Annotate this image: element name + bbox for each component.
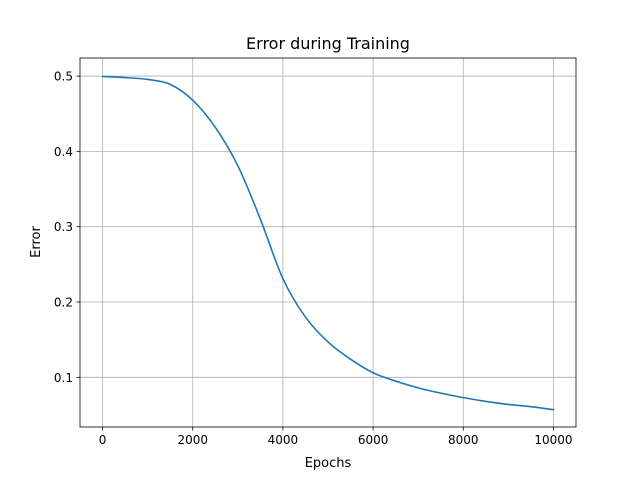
y-tick-label: 0.3 — [54, 220, 73, 234]
y-tick-label: 0.2 — [54, 295, 73, 309]
y-tick-label: 0.5 — [54, 70, 73, 84]
x-tick-label: 4000 — [268, 433, 299, 447]
series-layer — [101, 75, 555, 411]
x-tick-label: 2000 — [177, 433, 208, 447]
y-tick-label: 0.1 — [54, 371, 73, 385]
y-axis-ticks: 0.1 0.2 0.3 0.4 0.5 — [54, 70, 80, 385]
error-series-line — [101, 75, 555, 411]
x-axis-label: Epochs — [305, 456, 352, 471]
y-axis-label: Error — [29, 226, 44, 258]
x-tick-label: 0 — [99, 433, 107, 447]
axes-frame — [79, 57, 577, 428]
chart-title: Error during Training — [246, 34, 410, 53]
grid-lines — [80, 58, 576, 427]
x-tick-label: 6000 — [358, 433, 389, 447]
y-tick-label: 0.4 — [54, 145, 73, 159]
x-axis-ticks: 0 2000 4000 6000 8000 10000 — [99, 427, 573, 447]
x-tick-label: 10000 — [534, 433, 572, 447]
x-tick-label: 8000 — [448, 433, 479, 447]
plot-area — [80, 58, 576, 427]
